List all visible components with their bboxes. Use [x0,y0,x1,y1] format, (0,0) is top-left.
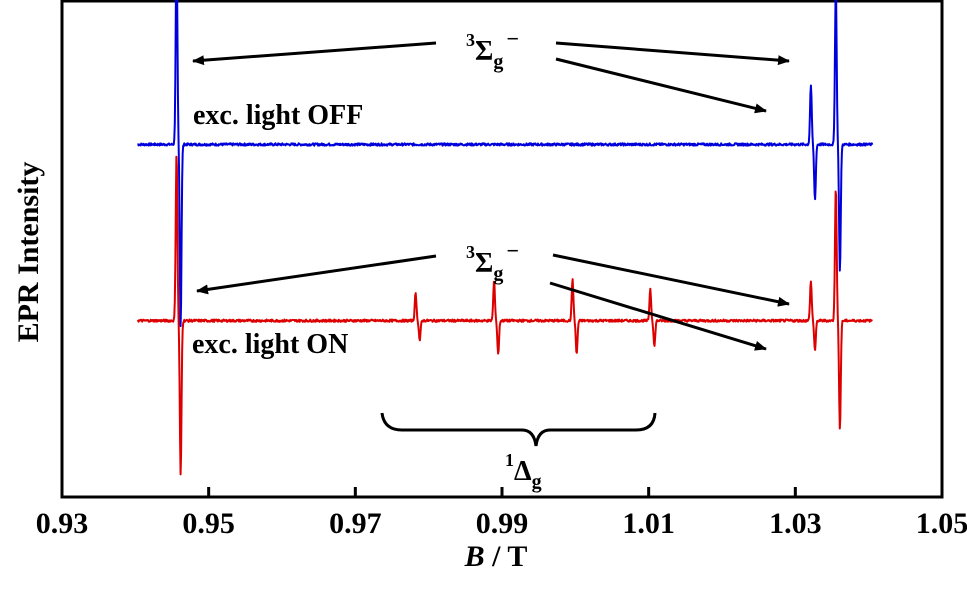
x-axis-label-italic: B [464,540,485,573]
arrow-on-right-a [552,253,790,307]
arrow-off-right-a [555,41,790,66]
x-axis-label-unit: / T [485,540,528,573]
x-tick-label: 0.93 [36,507,89,540]
arrow-off-right-b [555,57,767,114]
x-tick-label: 1.05 [916,507,967,540]
annotation-sigma-off: 3Σg− [466,26,519,73]
x-tick-label: 1.03 [769,507,822,540]
x-axis-label: B / T [464,540,528,573]
annotation-delta-on: 1Δg [505,450,542,493]
arrow-on-left [196,254,437,295]
label-light-on: exc. light ON [192,329,348,360]
x-axis-ticks [60,487,944,497]
x-tick-label: 0.95 [182,507,235,540]
x-axis-tick-labels: 0.93 0.95 0.97 0.99 1.01 1.03 1.05 [36,507,967,540]
arrow-on-right-b [549,281,767,351]
series-line-light-on [136,155,873,476]
arrow-off-left [192,41,437,66]
series-line-light-off [137,0,874,328]
label-light-off: exc. light OFF [193,100,363,131]
annotation-sigma-on: 3Σg− [466,238,519,285]
plot-frame [60,0,944,499]
singlet-brace [380,412,657,447]
x-tick-label: 1.01 [622,507,675,540]
x-tick-label: 0.99 [476,507,529,540]
x-tick-label: 0.97 [329,507,382,540]
y-axis-label: EPR Intensity [12,162,45,343]
